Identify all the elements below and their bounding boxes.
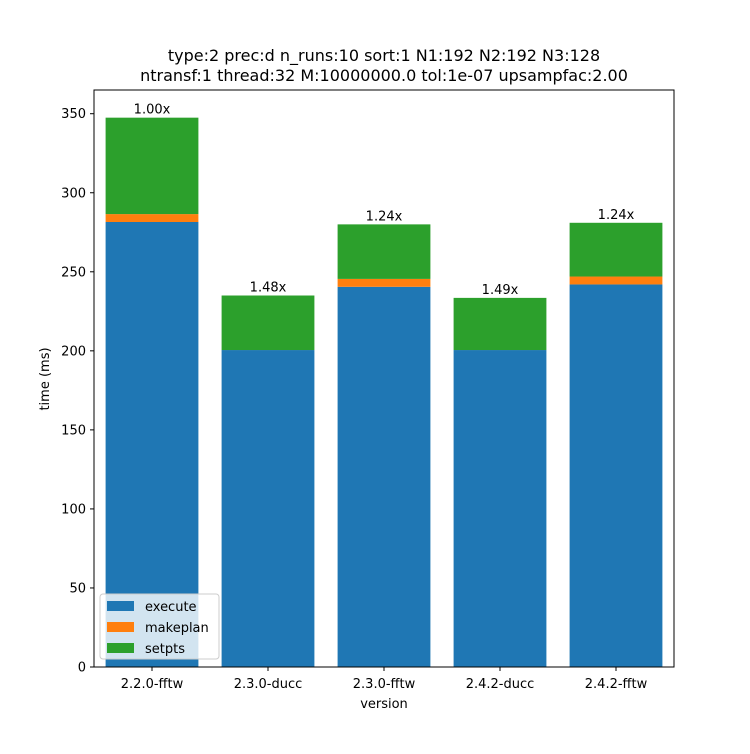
bar-makeplan-2.2.0-fftw — [105, 214, 199, 222]
bar-setpts-2.4.2-ducc — [453, 297, 547, 351]
chart-title: type:2 prec:d n_runs:10 sort:1 N1:192 N2… — [140, 46, 628, 85]
bar-label-2.4.2-fftw: 1.24x — [598, 208, 635, 223]
y-tick-label: 300 — [61, 186, 86, 201]
bar-setpts-2.3.0-fftw — [337, 224, 431, 279]
y-tick-label: 50 — [69, 581, 86, 596]
bar-annotations: 1.00x 1.48x 1.24x 1.49x 1.24x — [134, 103, 635, 298]
y-tick-label: 200 — [61, 344, 86, 359]
y-tick-label: 250 — [61, 265, 86, 280]
legend-label-setpts: setpts — [145, 642, 185, 657]
y-tick-label: 350 — [61, 107, 86, 122]
bars — [105, 117, 663, 667]
legend: execute makeplan setpts — [99, 593, 220, 660]
bar-setpts-2.4.2-fftw — [569, 222, 663, 277]
bar-label-2.3.0-ducc: 1.48x — [250, 281, 287, 296]
bar-setpts-2.3.0-ducc — [221, 295, 315, 351]
bar-execute-2.3.0-fftw — [337, 286, 431, 667]
bar-execute-2.3.0-ducc — [221, 350, 315, 667]
bar-execute-2.4.2-ducc — [453, 350, 547, 667]
bar-execute-2.2.0-fftw — [105, 221, 199, 667]
x-axis-label: version — [360, 697, 408, 712]
legend-swatch-execute — [107, 601, 134, 611]
x-tick-label: 2.4.2-fftw — [585, 677, 648, 692]
bar-label-2.4.2-ducc: 1.49x — [482, 283, 519, 298]
x-tick-label: 2.2.0-fftw — [121, 677, 184, 692]
legend-label-execute: execute — [145, 600, 197, 615]
y-tick-label: 100 — [61, 502, 86, 517]
chart-title-line-1: type:2 prec:d n_runs:10 sort:1 N1:192 N2… — [168, 46, 600, 66]
legend-swatch-setpts — [107, 643, 134, 653]
bar-label-2.2.0-fftw: 1.00x — [134, 103, 171, 118]
x-tick-label: 2.4.2-ducc — [466, 677, 535, 692]
y-tick-label: 0 — [78, 661, 86, 676]
bar-setpts-2.2.0-fftw — [105, 117, 199, 215]
bar-execute-2.4.2-fftw — [569, 284, 663, 667]
x-tick-label: 2.3.0-ducc — [234, 677, 303, 692]
bar-makeplan-2.4.2-fftw — [569, 276, 663, 285]
axes: 0 50 100 150 200 250 300 350 2.2.0-fftw 2.3.0-duc… — [61, 89, 675, 692]
bar-makeplan-2.3.0-fftw — [337, 278, 431, 287]
chart-title-line-2: ntransf:1 thread:32 M:10000000.0 tol:1e-… — [140, 66, 628, 85]
legend-swatch-makeplan — [107, 622, 134, 632]
x-tick-label: 2.3.0-fftw — [353, 677, 416, 692]
y-tick-label: 150 — [61, 423, 86, 438]
legend-label-makeplan: makeplan — [145, 621, 209, 636]
bar-label-2.3.0-fftw: 1.24x — [366, 209, 403, 224]
y-axis-label: time (ms) — [38, 347, 53, 410]
